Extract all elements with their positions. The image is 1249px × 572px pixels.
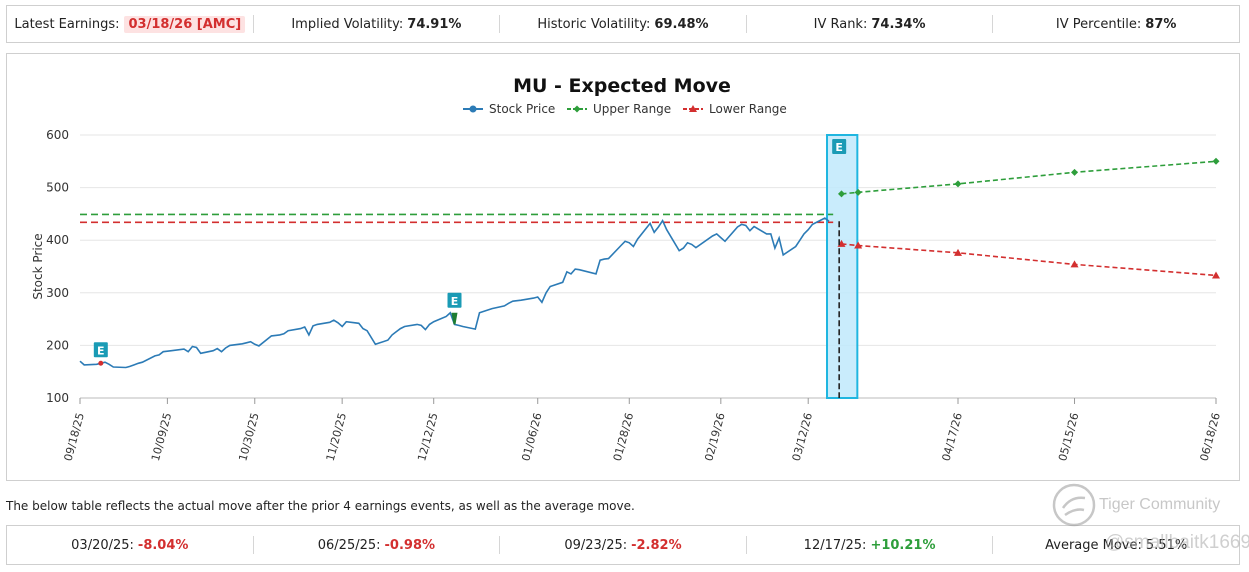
earnings-move-value: -0.98% <box>384 537 436 553</box>
iv-rank-label: IV Rank: <box>813 16 868 32</box>
historic-volatility-value: 69.48% <box>654 16 709 32</box>
legend-marker <box>573 105 581 113</box>
earnings-badge: E <box>832 139 847 154</box>
x-tick-label: 05/15/26 <box>1056 411 1081 462</box>
legend-item-stock-price: Stock Price <box>463 102 555 116</box>
upper-range-line <box>841 160 1217 195</box>
chart-legend: Stock Price Upper Range Lower Range <box>463 102 787 116</box>
x-tick-label: 10/09/25 <box>149 411 174 462</box>
earnings-move-date: 06/25/25: <box>317 537 381 553</box>
earnings-badge: E <box>93 342 108 358</box>
lower-range-line <box>841 243 1217 277</box>
x-tick-label: 03/12/26 <box>790 411 815 462</box>
upper-range-point <box>954 180 962 188</box>
average-move-label: Average Move: <box>1045 537 1142 553</box>
y-tick-label: 400 <box>46 233 69 247</box>
latest-earnings-stat: Latest Earnings: 03/18/26 [AMC] <box>7 15 254 33</box>
chart-title: MU - Expected Move <box>513 75 731 97</box>
earnings-badge-box <box>447 292 462 308</box>
earnings-move-bar <box>451 312 458 325</box>
iv-percentile-value: 87% <box>1145 16 1177 32</box>
y-tick-label: 100 <box>46 391 69 405</box>
lower-range-point <box>954 248 963 256</box>
legend-label: Upper Range <box>593 102 671 116</box>
iv-percentile-label: IV Percentile: <box>1055 16 1142 32</box>
earnings-moves-bar: 03/20/25: -8.04% 06/25/25: -0.98% 09/23/… <box>6 525 1240 565</box>
earnings-move-date: 09/23/25: <box>564 537 628 553</box>
earnings-badge-label: E <box>97 344 105 357</box>
table-note: The below table reflects the actual move… <box>6 499 635 513</box>
y-tick-label: 500 <box>46 181 69 195</box>
expected-move-chart-panel: MU - Expected Move Stock Price Upper Range… <box>6 53 1240 481</box>
iv-rank-stat: IV Rank: 74.34% <box>747 15 994 33</box>
x-tick-label: 04/17/26 <box>940 411 965 462</box>
legend-label: Lower Range <box>709 102 787 116</box>
y-axis-label: Stock Price <box>31 233 45 299</box>
implied-volatility-label: Implied Volatility: <box>291 16 404 32</box>
lower-range-point <box>1070 260 1079 268</box>
x-tick-label: 01/28/26 <box>611 411 636 462</box>
average-move-value: 5.51% <box>1145 537 1188 553</box>
tiger-logo-icon <box>1052 483 1096 527</box>
earnings-badge-label: E <box>451 295 459 308</box>
x-tick-label: 11/20/25 <box>324 411 349 462</box>
x-tick-label: 02/19/26 <box>702 411 727 462</box>
earnings-move-value: +10.21% <box>870 537 936 553</box>
watermark-user: @smallbaitk1669 <box>1105 532 1249 553</box>
lower-range-point <box>1212 271 1220 279</box>
upper-range-point <box>837 190 845 198</box>
y-tick-label: 300 <box>46 286 69 300</box>
y-tick-label: 200 <box>46 338 69 352</box>
earnings-highlight-band <box>826 134 859 399</box>
earnings-move-dot <box>98 360 104 366</box>
legend-marker <box>469 105 477 113</box>
earnings-move-date: 03/20/25: <box>71 537 134 553</box>
latest-earnings-label: Latest Earnings: <box>14 16 120 32</box>
earnings-badge-box <box>832 139 847 154</box>
earnings-badge-label: E <box>835 141 843 154</box>
iv-percentile-stat: IV Percentile: 87% <box>993 15 1239 33</box>
lower-range-point <box>854 241 863 249</box>
earnings-move-value: -2.82% <box>631 537 682 553</box>
earnings-move-item: 06/25/25: -0.98% <box>254 536 501 554</box>
community-watermark: Tiger Community @smallbaitk1669 <box>1049 482 1249 562</box>
legend-item-lower-range: Lower Range <box>683 102 787 116</box>
x-tick-label: 09/18/25 <box>62 411 87 462</box>
x-tick-label: 10/30/25 <box>236 411 261 462</box>
x-tick-label: 01/06/26 <box>519 411 544 462</box>
y-tick-label: 600 <box>46 128 69 142</box>
watermark-brand: Tiger Community <box>1099 496 1221 513</box>
legend-label: Stock Price <box>489 102 555 116</box>
expected-move-chart: MU - Expected Move Stock Price Upper Range… <box>31 75 1223 462</box>
upper-range-point <box>1212 157 1220 165</box>
x-tick-label: 12/12/25 <box>415 411 440 462</box>
stats-bar: Latest Earnings: 03/18/26 [AMC] Implied … <box>6 5 1240 43</box>
earnings-badge: E <box>447 292 462 308</box>
x-tick-label: 06/18/26 <box>1198 411 1223 462</box>
iv-rank-value: 74.34% <box>871 16 926 32</box>
stock-price-line <box>79 217 830 369</box>
average-move-item: Average Move: 5.51% <box>993 536 1239 554</box>
legend-item-upper-range: Upper Range <box>567 102 671 116</box>
latest-earnings-value[interactable]: 03/18/26 [AMC] <box>124 15 246 33</box>
legend-marker <box>689 105 697 112</box>
earnings-badge-box <box>93 342 108 358</box>
earnings-move-value: -8.04% <box>137 537 189 553</box>
earnings-move-item: 12/17/25: +10.21% <box>747 536 994 554</box>
historic-volatility-label: Historic Volatility: <box>537 16 651 32</box>
earnings-move-item: 09/23/25: -2.82% <box>500 536 747 554</box>
upper-range-point <box>1071 168 1079 176</box>
implied-volatility-value: 74.91% <box>407 16 462 32</box>
historic-volatility-stat: Historic Volatility: 69.48% <box>500 15 747 33</box>
upper-range-point <box>854 188 862 196</box>
earnings-move-date: 12/17/25: <box>803 537 867 553</box>
implied-volatility-stat: Implied Volatility: 74.91% <box>254 15 501 33</box>
earnings-move-item: 03/20/25: -8.04% <box>7 536 254 554</box>
